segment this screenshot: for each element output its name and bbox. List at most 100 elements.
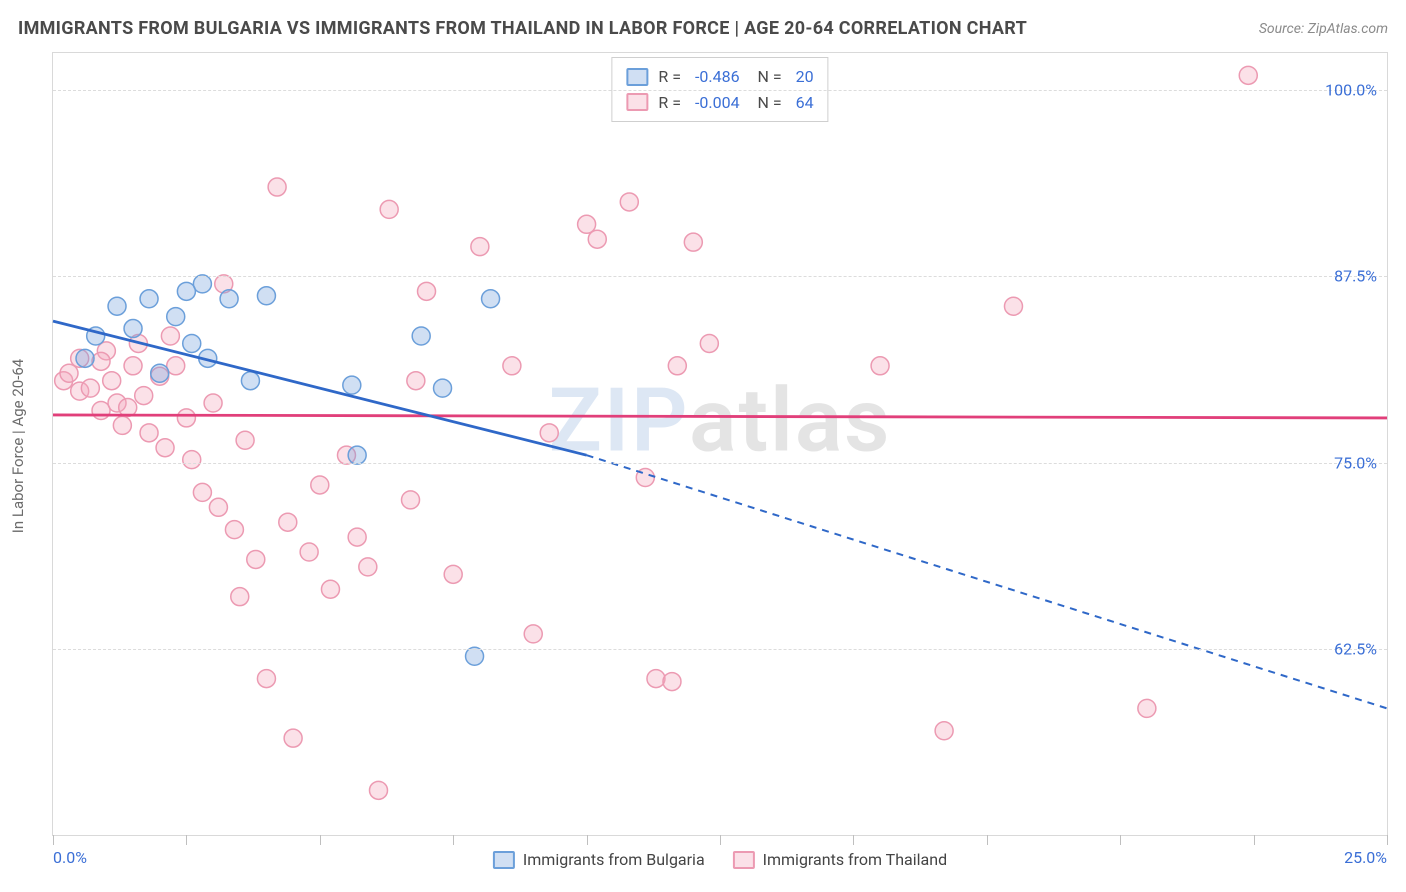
data-point — [135, 387, 153, 405]
data-point — [124, 320, 142, 338]
x-tick-label-left: 0.0% — [53, 848, 87, 867]
gridline-h — [53, 90, 1387, 91]
data-point — [241, 372, 259, 390]
data-point — [231, 588, 249, 606]
trendline-bulgaria-dashed — [587, 455, 1387, 708]
data-point — [177, 282, 195, 300]
data-point — [380, 200, 398, 218]
data-point — [167, 308, 185, 326]
data-point — [156, 439, 174, 457]
gridline-h — [53, 463, 1387, 464]
x-tick — [853, 835, 854, 845]
legend-row-thailand: R = -0.004 N = 64 — [626, 90, 813, 116]
data-point — [257, 287, 275, 305]
data-point — [935, 722, 953, 740]
data-point — [225, 521, 243, 539]
data-point — [359, 558, 377, 576]
x-tick — [53, 835, 54, 845]
data-point — [321, 580, 339, 598]
data-point — [311, 476, 329, 494]
data-point — [124, 357, 142, 375]
data-point — [369, 781, 387, 799]
data-point — [140, 290, 158, 308]
data-point — [471, 238, 489, 256]
data-point — [1138, 699, 1156, 717]
data-point — [684, 233, 702, 251]
data-point — [268, 178, 286, 196]
data-point — [348, 446, 366, 464]
x-tick-label-right: 25.0% — [1344, 848, 1387, 867]
swatch-bulgaria — [626, 68, 648, 86]
data-point — [524, 625, 542, 643]
data-point — [700, 334, 718, 352]
data-point — [161, 327, 179, 345]
data-point — [113, 416, 131, 434]
trendline-thailand — [53, 415, 1387, 418]
data-point — [177, 409, 195, 427]
data-point — [482, 290, 500, 308]
data-point — [1239, 66, 1257, 84]
y-tick-label: 100.0% — [1325, 81, 1377, 100]
data-point — [209, 498, 227, 516]
data-point — [402, 491, 420, 509]
data-point — [444, 565, 462, 583]
data-point — [343, 376, 361, 394]
data-point — [204, 394, 222, 412]
scatter-plot-svg — [53, 53, 1387, 835]
data-point — [220, 290, 238, 308]
x-tick — [720, 835, 721, 845]
gridline-h — [53, 649, 1387, 650]
y-axis-label: In Labor Force | Age 20-64 — [9, 359, 27, 533]
gridline-h — [53, 276, 1387, 277]
x-tick — [453, 835, 454, 845]
x-tick — [186, 835, 187, 845]
data-point — [279, 513, 297, 531]
y-tick-label: 75.0% — [1334, 453, 1377, 472]
series-legend: Immigrants from Bulgaria Immigrants from… — [493, 850, 947, 869]
data-point — [466, 647, 484, 665]
x-tick — [1120, 835, 1121, 845]
data-point — [247, 550, 265, 568]
swatch-thailand-icon — [733, 851, 755, 869]
data-point — [92, 352, 110, 370]
data-point — [668, 357, 686, 375]
data-point — [412, 327, 430, 345]
data-point — [193, 275, 211, 293]
data-point — [540, 424, 558, 442]
y-tick-label: 87.5% — [1334, 267, 1377, 286]
data-point — [183, 334, 201, 352]
data-point — [418, 282, 436, 300]
data-point — [434, 379, 452, 397]
data-point — [284, 729, 302, 747]
data-point — [871, 357, 889, 375]
trendline-bulgaria-solid — [53, 321, 587, 455]
legend-item-bulgaria: Immigrants from Bulgaria — [493, 850, 705, 869]
swatch-thailand — [626, 93, 648, 111]
data-point — [257, 670, 275, 688]
data-point — [503, 357, 521, 375]
chart-plot-area: ZIPatlas R = -0.486 N = 20 R = -0.004 N … — [52, 52, 1388, 836]
data-point — [92, 401, 110, 419]
data-point — [663, 673, 681, 691]
data-point — [193, 483, 211, 501]
data-point — [167, 357, 185, 375]
y-tick-label: 62.5% — [1334, 639, 1377, 658]
data-point — [348, 528, 366, 546]
x-tick — [587, 835, 588, 845]
swatch-bulgaria-icon — [493, 851, 515, 869]
x-tick — [320, 835, 321, 845]
x-tick — [1387, 835, 1388, 845]
data-point — [407, 372, 425, 390]
data-point — [76, 349, 94, 367]
data-point — [588, 230, 606, 248]
data-point — [81, 379, 99, 397]
x-tick — [1254, 835, 1255, 845]
data-point — [1004, 297, 1022, 315]
data-point — [108, 297, 126, 315]
chart-title: IMMIGRANTS FROM BULGARIA VS IMMIGRANTS F… — [18, 18, 1027, 39]
data-point — [151, 364, 169, 382]
data-point — [647, 670, 665, 688]
data-point — [103, 372, 121, 390]
x-tick — [987, 835, 988, 845]
source-attribution: Source: ZipAtlas.com — [1259, 21, 1388, 37]
